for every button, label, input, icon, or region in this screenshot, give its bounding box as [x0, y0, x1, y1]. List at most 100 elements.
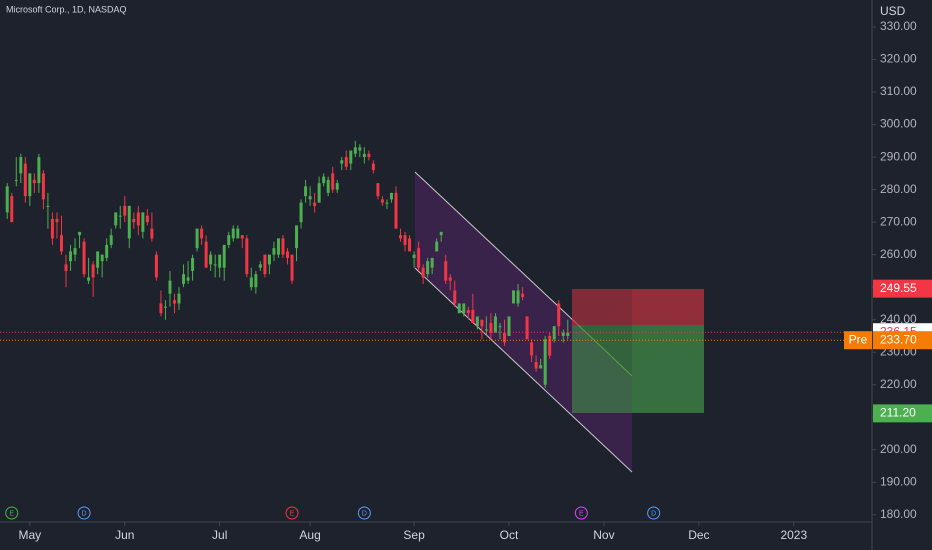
candle-body — [195, 228, 199, 249]
candle-body — [286, 251, 290, 258]
candle-body — [249, 277, 253, 288]
candle-body — [172, 300, 176, 304]
y-tick-label: 290.00 — [880, 149, 917, 163]
candle-body — [516, 290, 520, 304]
x-tick-label: Jun — [115, 528, 134, 542]
candle-body — [313, 202, 317, 206]
candle-body — [150, 228, 154, 239]
candle-body — [10, 196, 14, 223]
target-zone — [572, 325, 704, 413]
price-label: 233.70 — [880, 332, 917, 346]
candle-body — [385, 202, 389, 204]
candle-body — [512, 290, 516, 304]
y-tick-label: 200.00 — [880, 442, 917, 456]
candle-body — [213, 264, 217, 266]
candle-body — [493, 316, 497, 333]
event-label: E — [9, 510, 14, 517]
y-tick-label: 260.00 — [880, 247, 917, 261]
candle-body — [426, 261, 430, 275]
candle-body — [200, 228, 204, 239]
price-label-box — [873, 404, 932, 423]
event-marker — [357, 506, 371, 520]
candle-body — [218, 254, 222, 268]
event-label: E — [290, 510, 295, 517]
candle-body — [254, 274, 258, 288]
candle-body — [236, 228, 240, 239]
candle-body — [534, 361, 538, 369]
candle-body — [191, 257, 195, 271]
candle-body — [5, 186, 9, 213]
candle-body — [276, 238, 280, 255]
candle-body — [417, 248, 421, 268]
event-marker — [647, 506, 661, 520]
candle-body — [186, 277, 190, 281]
candle-body — [50, 218, 54, 239]
candle-body — [371, 163, 375, 171]
y-tick-label: 320.00 — [880, 52, 917, 66]
candle-body — [389, 192, 393, 200]
candle-body — [132, 218, 136, 223]
price-label: 211.20 — [880, 406, 916, 420]
candle-body — [267, 254, 271, 265]
candle-body — [539, 365, 543, 369]
channel-lower — [414, 267, 633, 473]
candle-body — [471, 309, 475, 323]
candle-body — [421, 267, 425, 278]
candle-body — [376, 183, 380, 197]
drawings — [414, 171, 704, 473]
x-tick-label: Nov — [593, 528, 614, 542]
candle-body — [163, 306, 167, 308]
candle-body — [566, 332, 570, 336]
axis-unit: USD — [880, 4, 906, 18]
candle-body — [543, 339, 547, 385]
candle-body — [64, 264, 68, 271]
candle-body — [41, 173, 45, 200]
candle-body — [240, 235, 244, 239]
candle-body — [69, 251, 73, 262]
candle-body — [177, 293, 181, 304]
y-tick-label: 240.00 — [880, 312, 917, 326]
x-tick-label: Dec — [688, 528, 709, 542]
candle-body — [308, 196, 312, 200]
candle-body — [105, 244, 109, 258]
candle-body — [227, 235, 231, 245]
candle-body — [480, 319, 484, 327]
plot — [0, 140, 872, 389]
y-tick-label: 330.00 — [880, 19, 917, 33]
candle-body — [507, 316, 511, 336]
candle-body — [46, 205, 50, 207]
candle-body — [489, 322, 493, 333]
price-tag: Pre — [849, 332, 868, 346]
candle-body — [37, 157, 41, 184]
candle-body — [380, 199, 384, 203]
candle-body — [362, 153, 366, 158]
candle-body — [272, 248, 276, 255]
candle-body — [435, 241, 439, 252]
candle-body — [394, 192, 398, 229]
candle-body — [231, 228, 235, 239]
candle-body — [159, 303, 163, 314]
candle-body — [73, 248, 77, 255]
x-tick-label: Aug — [299, 528, 320, 542]
candle-body — [335, 183, 339, 190]
candle-body — [258, 264, 262, 268]
price-label-box — [873, 331, 932, 350]
x-tick-label: May — [18, 528, 41, 542]
candle-body — [448, 277, 452, 281]
candle-body — [484, 329, 488, 331]
candle-body — [245, 238, 249, 275]
candle-body — [326, 179, 330, 193]
y-tick-label: 180.00 — [880, 507, 917, 521]
candle-body — [19, 157, 23, 174]
candle-body — [403, 235, 407, 245]
candle-body — [353, 147, 357, 154]
candle-body — [408, 238, 412, 252]
stop-zone — [572, 289, 704, 325]
x-tick-label: Jul — [212, 528, 227, 542]
candle-body — [136, 212, 140, 226]
candle-body — [28, 173, 32, 197]
candle-body — [23, 163, 27, 197]
candle-body — [127, 205, 131, 239]
candle-body — [209, 254, 213, 265]
